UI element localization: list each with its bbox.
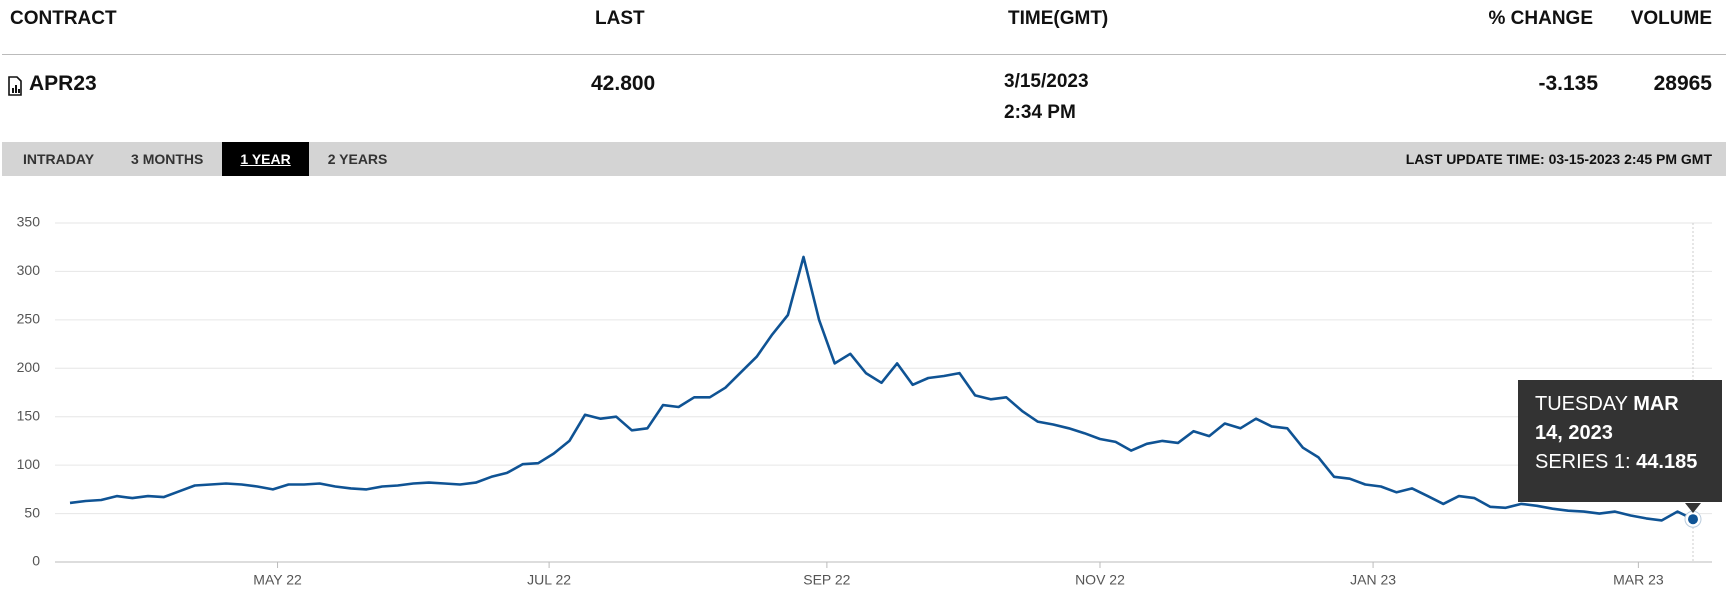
x-tick-label: MAY 22 bbox=[253, 572, 302, 588]
x-tick-label: JUL 22 bbox=[527, 572, 571, 588]
x-tick-label: SEP 22 bbox=[803, 572, 850, 588]
tooltip-day: TUESDAY bbox=[1535, 393, 1628, 415]
y-tick-label: 250 bbox=[17, 311, 41, 327]
series-line bbox=[69, 255, 1694, 522]
tab[interactable]: 3 MONTHS bbox=[131, 151, 204, 167]
tooltip-label: SERIES 1: bbox=[1535, 451, 1631, 473]
y-tick-label: 300 bbox=[17, 262, 41, 278]
tooltip-value: 44.185 bbox=[1636, 451, 1698, 473]
x-tick-label: JAN 23 bbox=[1350, 572, 1396, 588]
change: -3.135 bbox=[1538, 72, 1598, 95]
volume: 28965 bbox=[1653, 72, 1712, 95]
chart-icon[interactable] bbox=[7, 76, 23, 96]
last-update: LAST UPDATE TIME: 03-15-2023 2:45 PM GMT bbox=[1405, 151, 1712, 167]
x-tick-label: MAR 23 bbox=[1613, 572, 1664, 588]
contract[interactable]: APR23 bbox=[29, 72, 97, 95]
date: 3/15/2023 bbox=[1004, 71, 1089, 92]
y-tick-label: 350 bbox=[17, 214, 41, 230]
tooltip-pointer bbox=[1685, 503, 1701, 513]
hover-point-core bbox=[1688, 514, 1698, 525]
column-header: TIME(GMT) bbox=[1008, 8, 1109, 29]
column-header: LAST bbox=[595, 8, 645, 29]
tooltip: TUESDAY MAR 14, 2023 SERIES 1: 44.185 bbox=[1518, 380, 1722, 502]
column-header: VOLUME bbox=[1630, 8, 1712, 29]
tooltip-date: MAR 14, 2023 bbox=[1535, 393, 1679, 444]
x-tick-label: NOV 22 bbox=[1075, 572, 1125, 588]
tab[interactable]: INTRADAY bbox=[23, 151, 95, 167]
column-header: % CHANGE bbox=[1488, 8, 1593, 29]
tab[interactable]: 1 YEAR bbox=[222, 142, 309, 176]
time: 2:34 PM bbox=[1004, 102, 1076, 123]
y-tick-label: 50 bbox=[24, 504, 40, 520]
tab-bar: LAST UPDATE TIME: 03-15-2023 2:45 PM GMT… bbox=[2, 142, 1726, 176]
y-tick-label: 0 bbox=[32, 553, 40, 569]
divider bbox=[2, 54, 1726, 55]
hover-point bbox=[1684, 510, 1702, 528]
y-tick-label: 150 bbox=[17, 407, 41, 423]
last: 42.800 bbox=[591, 72, 656, 95]
tab[interactable]: 2 YEARS bbox=[327, 151, 388, 167]
y-tick-label: 100 bbox=[17, 456, 41, 472]
column-header: CONTRACT bbox=[10, 8, 117, 29]
y-tick-label: 200 bbox=[17, 359, 41, 375]
